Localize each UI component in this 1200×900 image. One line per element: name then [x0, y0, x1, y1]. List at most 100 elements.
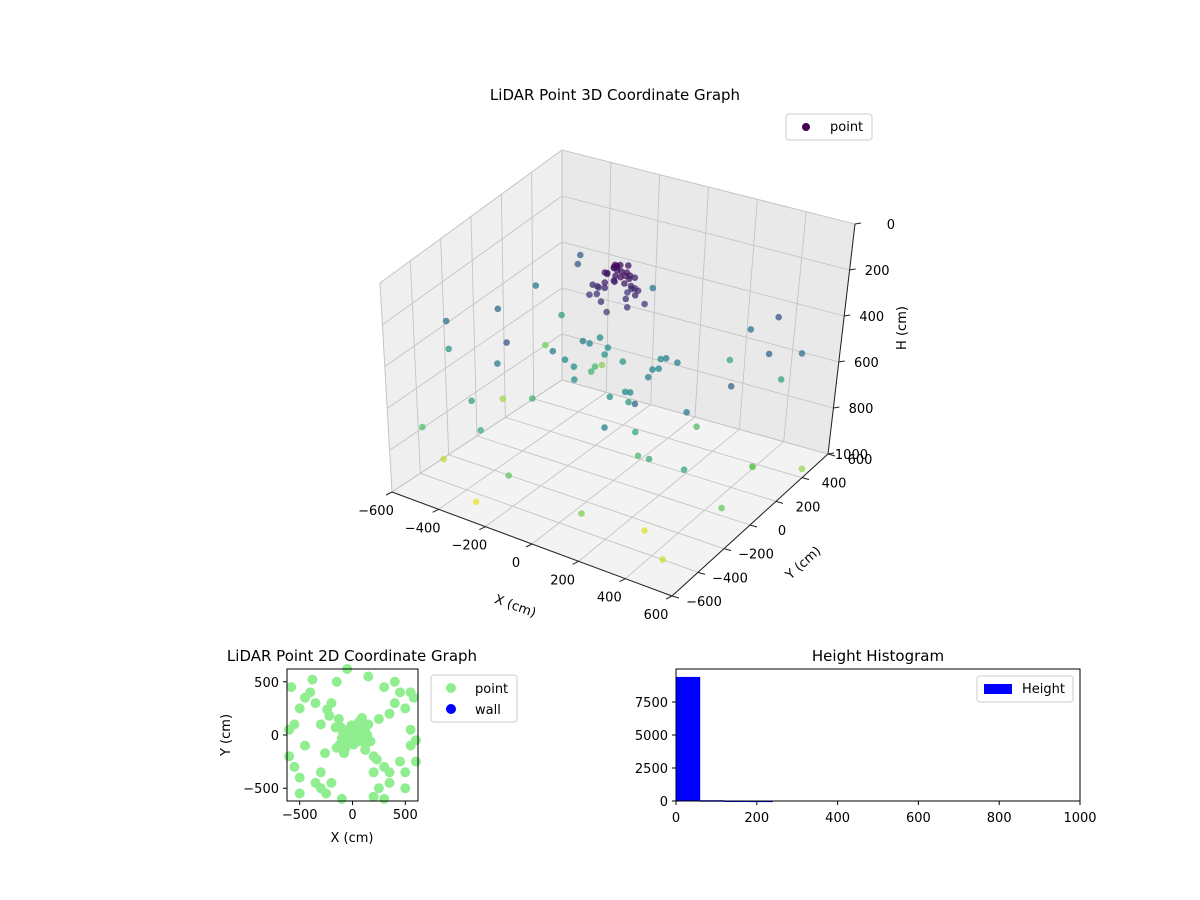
- grid-line-3d: [379, 282, 393, 493]
- z-tick-3d: [833, 406, 840, 409]
- data-point-3d: [468, 397, 475, 405]
- data-point-3d: [579, 337, 587, 345]
- data-point-3d: [798, 465, 806, 473]
- data-point-3d: [618, 268, 625, 275]
- x-tick-label-3d: −400: [405, 521, 441, 536]
- data-point-3d: [419, 423, 426, 431]
- y-tick-label-3d: 0: [778, 524, 786, 539]
- x-axis-label-2d: X (cm): [331, 831, 374, 846]
- bars-histogram: [676, 676, 773, 803]
- z-tick-3d: [844, 314, 851, 317]
- data-point-3d: [747, 326, 755, 333]
- chart-3d-title: LiDAR Point 3D Coordinate Graph: [490, 86, 740, 104]
- grid-line-3d: [389, 333, 834, 451]
- data-point-3d: [623, 269, 631, 276]
- data-point-2d: [384, 767, 395, 778]
- y-tick-label-3d: −200: [738, 548, 774, 563]
- data-point-3d: [606, 393, 614, 401]
- y-tick-3d: [827, 453, 836, 457]
- data-point-2d: [339, 748, 349, 759]
- data-point-3d: [683, 409, 690, 416]
- data-point-2d: [326, 777, 337, 788]
- chart-2d: LiDAR Point 2D Coordinate Graph −500 0 500…: [219, 647, 518, 846]
- y-tick-label-hist: 5000: [635, 729, 668, 744]
- data-point-2d: [363, 671, 374, 682]
- data-point-3d: [622, 295, 630, 303]
- z-axis-line-3d: [827, 223, 856, 455]
- legend-3d: point: [785, 113, 873, 141]
- data-point-2d: [379, 682, 390, 693]
- data-point-2d: [405, 724, 416, 735]
- y-tick-label-2d: 0: [271, 729, 279, 744]
- data-point-3d: [649, 366, 656, 373]
- data-point-3d: [494, 305, 502, 313]
- ticks-histogram: 0 200 400 600 800 1000 0 2500 5000 7500: [635, 696, 1097, 826]
- data-point-2d: [307, 674, 318, 685]
- data-point-3d: [601, 424, 608, 431]
- y-tick-label-hist: 2500: [635, 762, 668, 777]
- grid-line-3d: [379, 149, 856, 284]
- data-point-3d: [765, 350, 773, 358]
- data-point-3d: [577, 251, 584, 259]
- data-point-2d: [410, 735, 421, 746]
- data-point-3d: [798, 350, 806, 357]
- data-point-2d: [286, 682, 297, 693]
- x-tick-3d: [665, 595, 673, 600]
- data-point-3d: [655, 365, 662, 373]
- grid-line-3d: [382, 195, 850, 326]
- data-point-3d: [641, 527, 648, 534]
- data-point-3d: [659, 556, 667, 563]
- data-point-3d: [505, 472, 512, 479]
- data-point-3d: [631, 292, 639, 299]
- points-2d: [284, 664, 421, 804]
- data-point-3d: [597, 298, 605, 306]
- legend-marker-point-3d: [802, 123, 810, 131]
- grid-line-3d: [386, 287, 839, 409]
- data-point-2d: [363, 719, 374, 730]
- data-point-3d: [561, 356, 569, 364]
- data-point-3d: [611, 261, 619, 269]
- y-tick-label-3d: −600: [686, 595, 722, 610]
- data-point-3d: [775, 313, 782, 321]
- z-tick-label-3d: 800: [849, 402, 874, 417]
- legend-label-wall-2d: wall: [475, 703, 501, 718]
- data-point-3d: [586, 340, 593, 347]
- data-point-3d: [499, 395, 507, 403]
- grid-line-3d: [500, 194, 506, 418]
- data-point-2d: [310, 698, 321, 709]
- data-point-3d: [612, 272, 619, 280]
- data-point-2d: [400, 783, 411, 794]
- x-tick-label-2d: 0: [348, 808, 356, 823]
- data-point-2d: [357, 713, 367, 723]
- y-tick-label-hist: 7500: [635, 696, 668, 711]
- legend-marker-height: [984, 684, 1012, 694]
- chart-histogram: Height Histogram 0 200 400 600 800 1000 0 2500 5…: [635, 647, 1097, 826]
- data-point-3d: [727, 383, 735, 390]
- data-point-3d: [777, 376, 785, 383]
- histogram-bar: [676, 676, 701, 801]
- data-point-2d: [368, 791, 379, 802]
- data-point-3d: [589, 281, 596, 289]
- data-point-3d: [617, 261, 624, 269]
- data-point-3d: [477, 427, 485, 434]
- data-point-3d: [621, 280, 628, 287]
- grid-line-3d: [470, 216, 478, 437]
- data-point-2d: [315, 767, 326, 778]
- data-point-3d: [593, 290, 601, 298]
- data-point-3d: [503, 339, 510, 346]
- z-tick-label-3d: 600: [854, 356, 879, 371]
- y-tick-3d: [697, 571, 706, 575]
- data-point-3d: [598, 361, 606, 369]
- data-point-3d: [445, 345, 453, 353]
- data-point-2d: [330, 722, 341, 733]
- data-point-3d: [570, 363, 578, 371]
- grid-line-3d: [391, 379, 829, 493]
- chart-3d: LiDAR Point 3D Coordinate Graph −600 −400…: [358, 86, 910, 623]
- data-point-3d: [617, 273, 624, 281]
- data-point-2d: [350, 732, 361, 743]
- data-point-3d: [596, 334, 604, 341]
- legend-label-height: Height: [1022, 682, 1065, 697]
- legend-hist: Height: [976, 675, 1074, 703]
- data-point-2d: [284, 724, 295, 735]
- x-tick-label-hist: 1000: [1063, 811, 1096, 826]
